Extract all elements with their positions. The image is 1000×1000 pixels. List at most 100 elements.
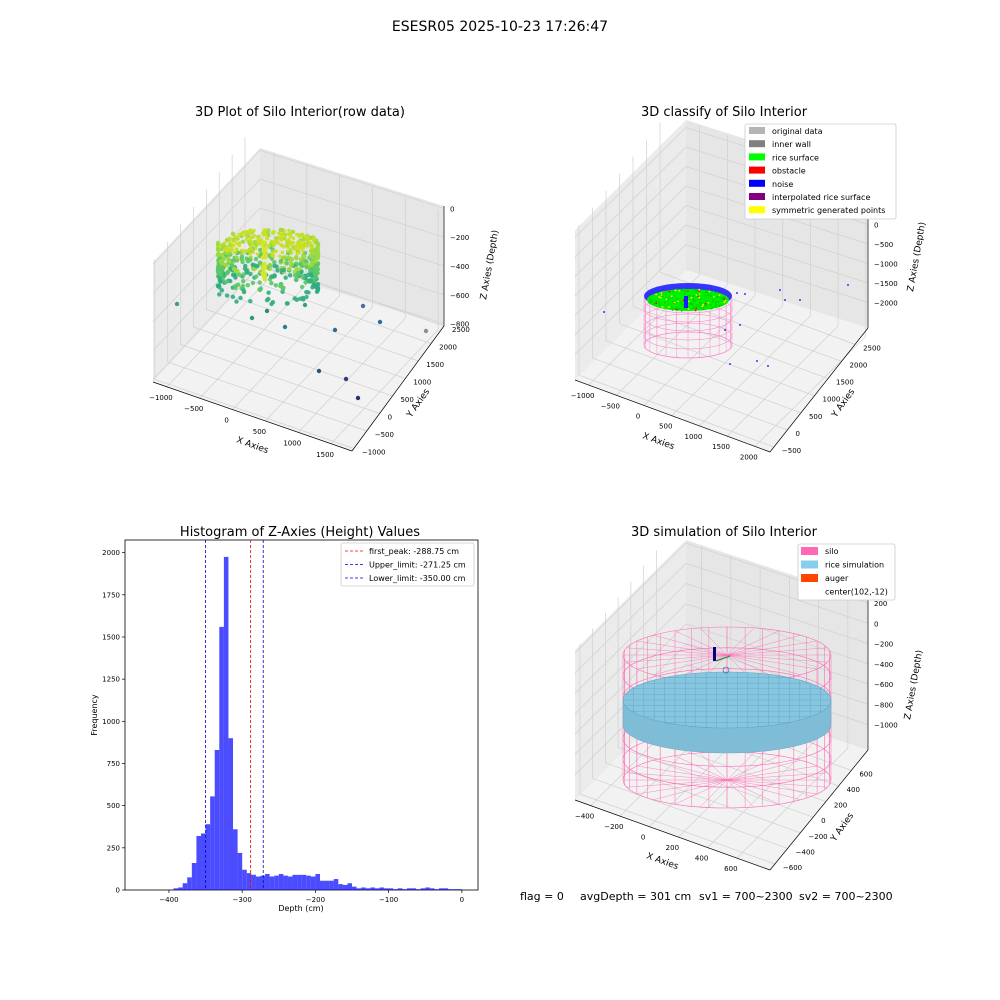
- raw-point: [315, 252, 321, 257]
- y-tick-label: −400: [796, 848, 815, 856]
- raw-point: [315, 245, 320, 251]
- classified-point: [651, 299, 653, 301]
- classified-point: [715, 301, 717, 303]
- panel-raw-data: 3D Plot of Silo Interior(row data) −1000…: [149, 105, 501, 459]
- raw-point: [219, 252, 225, 258]
- raw-point: [236, 272, 242, 277]
- panel-1-title: 3D Plot of Silo Interior(row data): [195, 105, 405, 120]
- histogram-bar: [237, 852, 243, 890]
- classified-point: [667, 299, 670, 302]
- classified-point: [698, 293, 701, 295]
- raw-point: [217, 292, 222, 297]
- x-tick-label: 1500: [712, 443, 730, 451]
- legend-label: silo: [825, 547, 839, 556]
- histogram-bar: [370, 887, 375, 890]
- legend-label: Lower_limit: -350.00 cm: [369, 574, 466, 583]
- histogram-bar: [269, 876, 275, 890]
- histogram-bar: [361, 887, 366, 890]
- raw-point: [263, 271, 267, 275]
- histogram-bar: [251, 874, 256, 890]
- classified-point: [713, 295, 715, 298]
- raw-point: [310, 246, 314, 250]
- y-tick-label: 600: [859, 770, 872, 778]
- legend-box: [797, 543, 896, 601]
- raw-point: [266, 290, 271, 295]
- grid-line: [592, 778, 788, 849]
- classified-point: [717, 300, 720, 303]
- footer-avg-depth: avgDepth = 301 cm: [580, 890, 691, 903]
- outlier-point: [282, 324, 288, 330]
- y-tick-label: 1250: [102, 676, 120, 684]
- raw-point: [260, 243, 264, 247]
- raw-point: [293, 247, 297, 252]
- classified-point: [687, 308, 690, 310]
- x-tick-label: 1500: [316, 451, 334, 459]
- raw-point: [227, 236, 232, 241]
- classified-point: [665, 298, 668, 301]
- classified-point: [677, 300, 679, 303]
- grid-line: [726, 325, 839, 437]
- raw-point: [227, 240, 232, 244]
- raw-point: [243, 233, 248, 238]
- raw-point: [252, 234, 257, 238]
- raw-point: [248, 299, 253, 304]
- histogram-bar: [420, 888, 426, 890]
- raw-point: [262, 253, 267, 257]
- outlier-point: [423, 328, 429, 334]
- raw-point: [231, 258, 236, 263]
- raw-point: [215, 252, 221, 258]
- raw-point: [255, 263, 260, 269]
- legend-label: noise: [772, 180, 793, 189]
- raw-point: [237, 243, 242, 248]
- noise-point: [756, 360, 758, 362]
- silo-spoke: [726, 779, 818, 795]
- raw-point: [308, 278, 314, 283]
- raw-point: [282, 229, 287, 233]
- raw-point: [281, 285, 286, 290]
- histogram-bar: [324, 880, 330, 890]
- grid-line: [574, 244, 869, 355]
- raw-point: [286, 232, 290, 237]
- x-tick-label: 0: [641, 834, 645, 842]
- raw-point: [244, 237, 249, 242]
- classified-point: [710, 294, 713, 297]
- classified-point: [704, 305, 707, 307]
- classified-point: [660, 294, 663, 296]
- panel-4-title: 3D simulation of Silo Interior: [631, 525, 818, 540]
- silo-spoke: [726, 647, 828, 656]
- classified-point: [699, 290, 702, 293]
- raw-point: [298, 262, 303, 267]
- classified-point: [694, 299, 697, 302]
- classified-point: [706, 300, 708, 302]
- histogram-bar: [406, 888, 412, 890]
- panel-4-x-label: X Axies: [645, 851, 680, 872]
- panel-4-z-ticks: 200 0 −200 −400 −600 −800 −1000: [874, 600, 898, 730]
- grid-line: [167, 361, 367, 432]
- legend-swatch: [749, 193, 765, 200]
- raw-point: [292, 296, 297, 301]
- grid-line: [574, 224, 869, 336]
- silo-spoke: [726, 755, 780, 781]
- histogram-bar: [292, 874, 298, 890]
- histogram-bar: [233, 829, 238, 890]
- raw-point: [313, 259, 318, 264]
- classified-point: [696, 304, 698, 307]
- classified-point: [673, 301, 676, 304]
- grid-line: [152, 207, 445, 323]
- raw-point: [289, 262, 294, 267]
- raw-point: [218, 258, 223, 264]
- x-tick-label: −100: [379, 896, 398, 904]
- raw-point: [257, 260, 263, 265]
- raw-point: [228, 278, 233, 284]
- raw-point: [299, 284, 305, 290]
- classified-point: [679, 307, 681, 310]
- classified-point: [699, 304, 702, 306]
- classified-point: [690, 296, 693, 299]
- panel-4-y-label: Y Axies: [829, 811, 857, 844]
- classified-point: [676, 308, 679, 311]
- classified-point: [671, 309, 674, 311]
- classified-point: [660, 292, 663, 294]
- x-tick-label: −200: [306, 896, 325, 904]
- classified-point: [692, 288, 694, 291]
- y-tick-label: 0: [795, 430, 799, 438]
